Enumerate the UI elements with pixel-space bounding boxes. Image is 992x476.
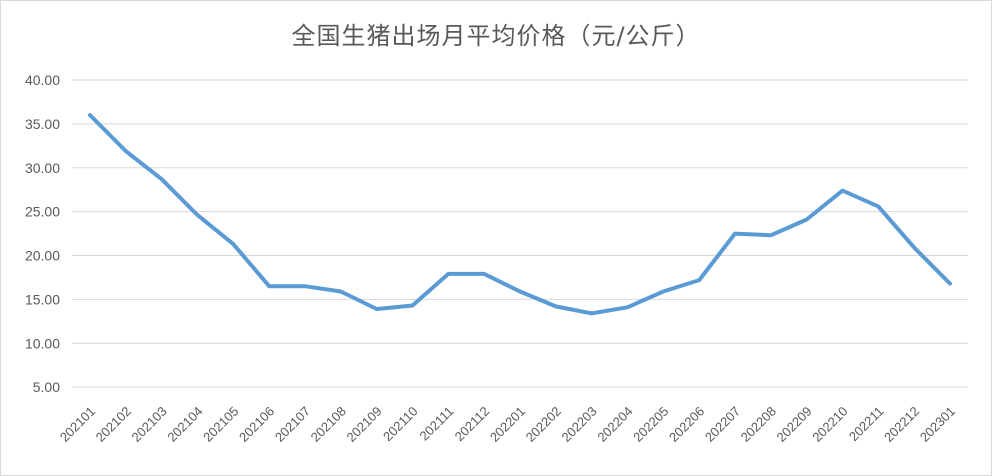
x-tick-label: 202102 bbox=[93, 404, 134, 445]
data-point-202101 bbox=[88, 113, 92, 117]
data-point-202201 bbox=[518, 289, 522, 293]
x-tick-label: 202203 bbox=[558, 404, 599, 445]
data-point-202111 bbox=[446, 272, 450, 276]
y-tick-label: 25.00 bbox=[25, 204, 60, 220]
x-tick-label: 202207 bbox=[702, 404, 743, 445]
y-tick-label: 30.00 bbox=[25, 160, 60, 176]
y-tick-label: 40.00 bbox=[25, 72, 60, 88]
x-tick-label: 202201 bbox=[487, 404, 528, 445]
x-tick-label: 202211 bbox=[846, 404, 887, 445]
x-tick-label: 202101 bbox=[57, 404, 98, 445]
data-point-202106 bbox=[267, 284, 271, 288]
x-tick-label: 202202 bbox=[523, 404, 564, 445]
x-tick-label: 202103 bbox=[128, 404, 169, 445]
data-point-202112 bbox=[482, 272, 486, 276]
data-point-202209 bbox=[805, 218, 809, 222]
y-tick-label: 20.00 bbox=[25, 248, 60, 264]
x-tick-label: 202107 bbox=[272, 404, 313, 445]
data-point-202107 bbox=[303, 284, 307, 288]
y-axis-tick-labels: 5.00 10.00 15.00 20.00 25.00 30.00 35.00 40.00 bbox=[25, 72, 60, 395]
data-point-202109 bbox=[375, 307, 379, 311]
y-tick-label: 35.00 bbox=[25, 116, 60, 132]
series-group bbox=[88, 113, 952, 316]
data-point-202208 bbox=[769, 233, 773, 237]
x-tick-label: 202204 bbox=[594, 404, 635, 445]
x-tick-label: 202212 bbox=[881, 404, 922, 445]
data-point-202207 bbox=[733, 232, 737, 236]
data-point-202204 bbox=[626, 305, 629, 309]
y-tick-label: 15.00 bbox=[25, 291, 60, 307]
x-tick-label: 202301 bbox=[917, 404, 958, 445]
data-point-202203 bbox=[590, 311, 594, 315]
data-point-202105 bbox=[231, 242, 235, 246]
x-tick-label: 202209 bbox=[773, 404, 814, 445]
x-tick-label: 202104 bbox=[164, 404, 205, 445]
x-tick-label: 202109 bbox=[343, 404, 384, 445]
data-point-202210 bbox=[841, 189, 844, 193]
x-tick-label: 202105 bbox=[200, 404, 241, 445]
data-point-202301 bbox=[948, 282, 952, 286]
x-tick-label: 202106 bbox=[236, 404, 277, 445]
data-point-202202 bbox=[554, 304, 558, 308]
x-tick-label: 202208 bbox=[738, 404, 779, 445]
x-tick-label: 202205 bbox=[630, 404, 671, 445]
gridlines bbox=[72, 79, 968, 388]
data-point-202102 bbox=[124, 149, 128, 153]
x-tick-label: 202110 bbox=[380, 404, 421, 445]
data-point-202103 bbox=[160, 177, 164, 181]
data-point-202104 bbox=[196, 213, 199, 217]
y-tick-label: 5.00 bbox=[33, 379, 60, 395]
chart-title: 全国生猪出场月平均价格（元/公斤） bbox=[291, 22, 701, 50]
data-point-202206 bbox=[697, 278, 701, 282]
x-axis-tick-labels: 2021012021022021032021042021052021062021… bbox=[57, 404, 958, 445]
data-point-202212 bbox=[912, 246, 916, 250]
data-point-202205 bbox=[661, 289, 665, 293]
x-tick-label: 202206 bbox=[666, 404, 707, 445]
x-tick-label: 202111 bbox=[417, 404, 457, 444]
x-tick-label: 202108 bbox=[308, 404, 349, 445]
y-tick-label: 10.00 bbox=[25, 335, 60, 351]
data-point-202108 bbox=[339, 289, 343, 293]
series-line bbox=[88, 113, 952, 316]
data-point-202110 bbox=[411, 304, 414, 308]
x-tick-label: 202112 bbox=[452, 404, 493, 445]
x-tick-label: 202210 bbox=[809, 404, 850, 445]
data-point-202211 bbox=[876, 204, 880, 208]
